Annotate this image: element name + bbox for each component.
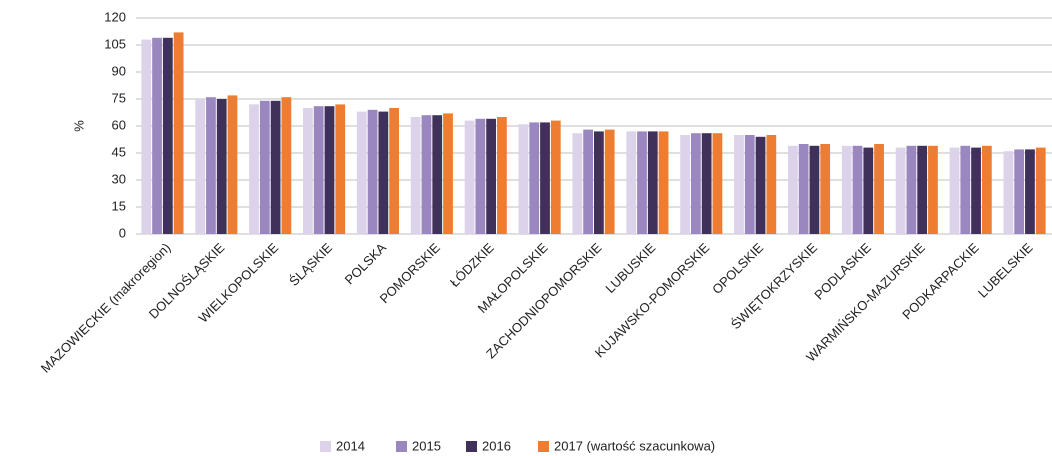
bar bbox=[960, 145, 971, 234]
x-tick-label: POLSKA bbox=[342, 240, 390, 288]
bar bbox=[141, 39, 152, 234]
bar bbox=[647, 131, 658, 234]
bar bbox=[550, 120, 561, 234]
bar bbox=[841, 145, 852, 234]
bar bbox=[378, 111, 389, 234]
bar bbox=[421, 115, 432, 234]
bar bbox=[367, 109, 378, 234]
x-tick-label: ŚLĄSKIE bbox=[286, 240, 335, 289]
bar bbox=[604, 129, 615, 234]
legend-swatch bbox=[396, 441, 407, 452]
bar bbox=[895, 147, 906, 234]
y-tick-label: 15 bbox=[112, 198, 126, 213]
y-tick-label: 120 bbox=[104, 9, 126, 24]
bar bbox=[658, 131, 669, 234]
x-tick-label: LUBELSKIE bbox=[975, 240, 1036, 301]
bar bbox=[259, 100, 270, 234]
bar bbox=[313, 106, 324, 234]
bar bbox=[874, 144, 884, 234]
bar bbox=[917, 145, 928, 234]
bar bbox=[928, 145, 938, 234]
bar bbox=[497, 117, 507, 234]
legend-label: 2017 (wartość szacunkowa) bbox=[554, 438, 715, 453]
x-tick-label: LUBUSKIE bbox=[602, 240, 658, 296]
bar bbox=[270, 100, 281, 234]
y-axis-label: % bbox=[71, 120, 86, 132]
x-tick-label: ZACHODNIOPOMORSKIE bbox=[483, 240, 605, 362]
bar bbox=[734, 135, 744, 234]
y-tick-label: 75 bbox=[112, 90, 126, 105]
bar bbox=[195, 99, 206, 234]
bar bbox=[335, 104, 346, 235]
bar bbox=[981, 145, 992, 234]
x-tick-label: OPOLSKIE bbox=[709, 240, 766, 297]
bar bbox=[787, 145, 798, 234]
bar bbox=[809, 145, 820, 234]
bar bbox=[249, 104, 259, 235]
bar bbox=[637, 131, 647, 234]
bar bbox=[162, 37, 173, 234]
bar bbox=[949, 147, 960, 234]
bar bbox=[152, 37, 162, 234]
bar bbox=[216, 99, 227, 234]
bar bbox=[971, 147, 981, 234]
bar bbox=[486, 118, 497, 234]
bar bbox=[389, 108, 400, 234]
bar bbox=[410, 117, 421, 234]
y-tick-label: 60 bbox=[112, 117, 126, 132]
bar bbox=[1025, 149, 1035, 234]
bar bbox=[744, 135, 755, 234]
bar bbox=[464, 120, 475, 234]
legend-label: 2014 bbox=[336, 438, 365, 453]
bar bbox=[798, 144, 809, 234]
legend-swatch bbox=[538, 441, 549, 452]
legend-label: 2015 bbox=[412, 438, 441, 453]
bar bbox=[690, 133, 701, 234]
bar bbox=[755, 136, 766, 234]
bar bbox=[1035, 147, 1046, 234]
bar bbox=[594, 131, 604, 234]
bar bbox=[712, 133, 723, 234]
y-tick-label: 0 bbox=[119, 225, 126, 240]
bar bbox=[906, 145, 917, 234]
bar bbox=[227, 95, 238, 235]
legend-label: 2016 bbox=[482, 438, 511, 453]
y-tick-label: 45 bbox=[112, 144, 126, 159]
bar bbox=[303, 108, 313, 234]
bar bbox=[701, 133, 712, 234]
bar bbox=[863, 147, 874, 234]
x-tick-label: ŁÓDZKIE bbox=[447, 240, 497, 290]
bar bbox=[173, 32, 184, 235]
bar bbox=[852, 145, 863, 234]
legend-swatch bbox=[320, 441, 331, 452]
bar bbox=[766, 135, 777, 234]
bar bbox=[281, 97, 292, 234]
bar bbox=[529, 122, 540, 234]
y-tick-label: 30 bbox=[112, 171, 126, 186]
bar bbox=[432, 115, 443, 234]
bar bbox=[820, 144, 831, 234]
bar bbox=[626, 131, 637, 234]
x-tick-label: KUJAWSKO-POMORSKIE bbox=[592, 240, 713, 361]
bar bbox=[206, 97, 216, 234]
bar bbox=[324, 106, 335, 234]
bar bbox=[475, 118, 486, 234]
bar bbox=[583, 129, 593, 234]
bar bbox=[680, 135, 690, 234]
bar bbox=[1003, 151, 1014, 234]
bar bbox=[572, 133, 583, 234]
bar bbox=[540, 122, 550, 234]
bar bbox=[1014, 149, 1025, 234]
bar bbox=[518, 124, 529, 234]
bar bbox=[443, 113, 453, 234]
y-tick-label: 90 bbox=[112, 63, 126, 78]
legend-swatch bbox=[466, 441, 477, 452]
y-tick-label: 105 bbox=[104, 36, 126, 51]
bar bbox=[356, 111, 367, 234]
